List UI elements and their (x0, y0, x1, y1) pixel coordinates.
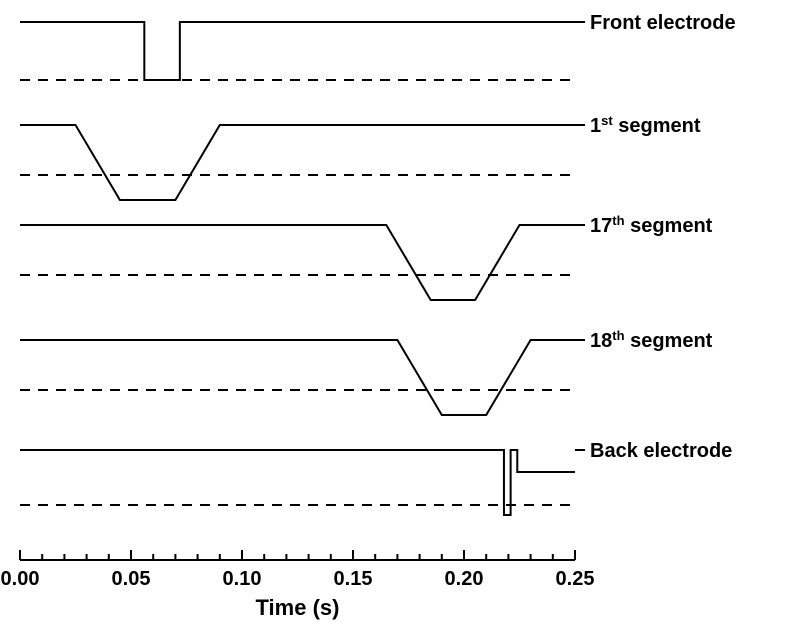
front-electrode-label: Front electrode (590, 12, 736, 34)
segment-17-label: 17th segment (590, 213, 713, 238)
segment-17-trace (20, 225, 575, 300)
x-tick-label: 0.15 (334, 568, 373, 590)
timing-diagram: Front electrode 1st segment 17th segment 18… (0, 0, 800, 636)
x-axis-label: Time (s) (256, 595, 340, 620)
x-tick-label: 0.20 (445, 568, 484, 590)
x-tick-label: 0.00 (1, 568, 40, 590)
segment-1-trace (20, 125, 575, 200)
segment-1-label: 1st segment (590, 113, 701, 138)
segment-18-trace (20, 340, 575, 415)
back-electrode-label: Back electrode (590, 440, 732, 462)
x-tick-label: 0.10 (223, 568, 262, 590)
front-electrode-trace (20, 22, 575, 80)
segment-18-label: 18th segment (590, 328, 713, 353)
x-tick-label: 0.05 (112, 568, 151, 590)
x-tick-label: 0.25 (556, 568, 595, 590)
